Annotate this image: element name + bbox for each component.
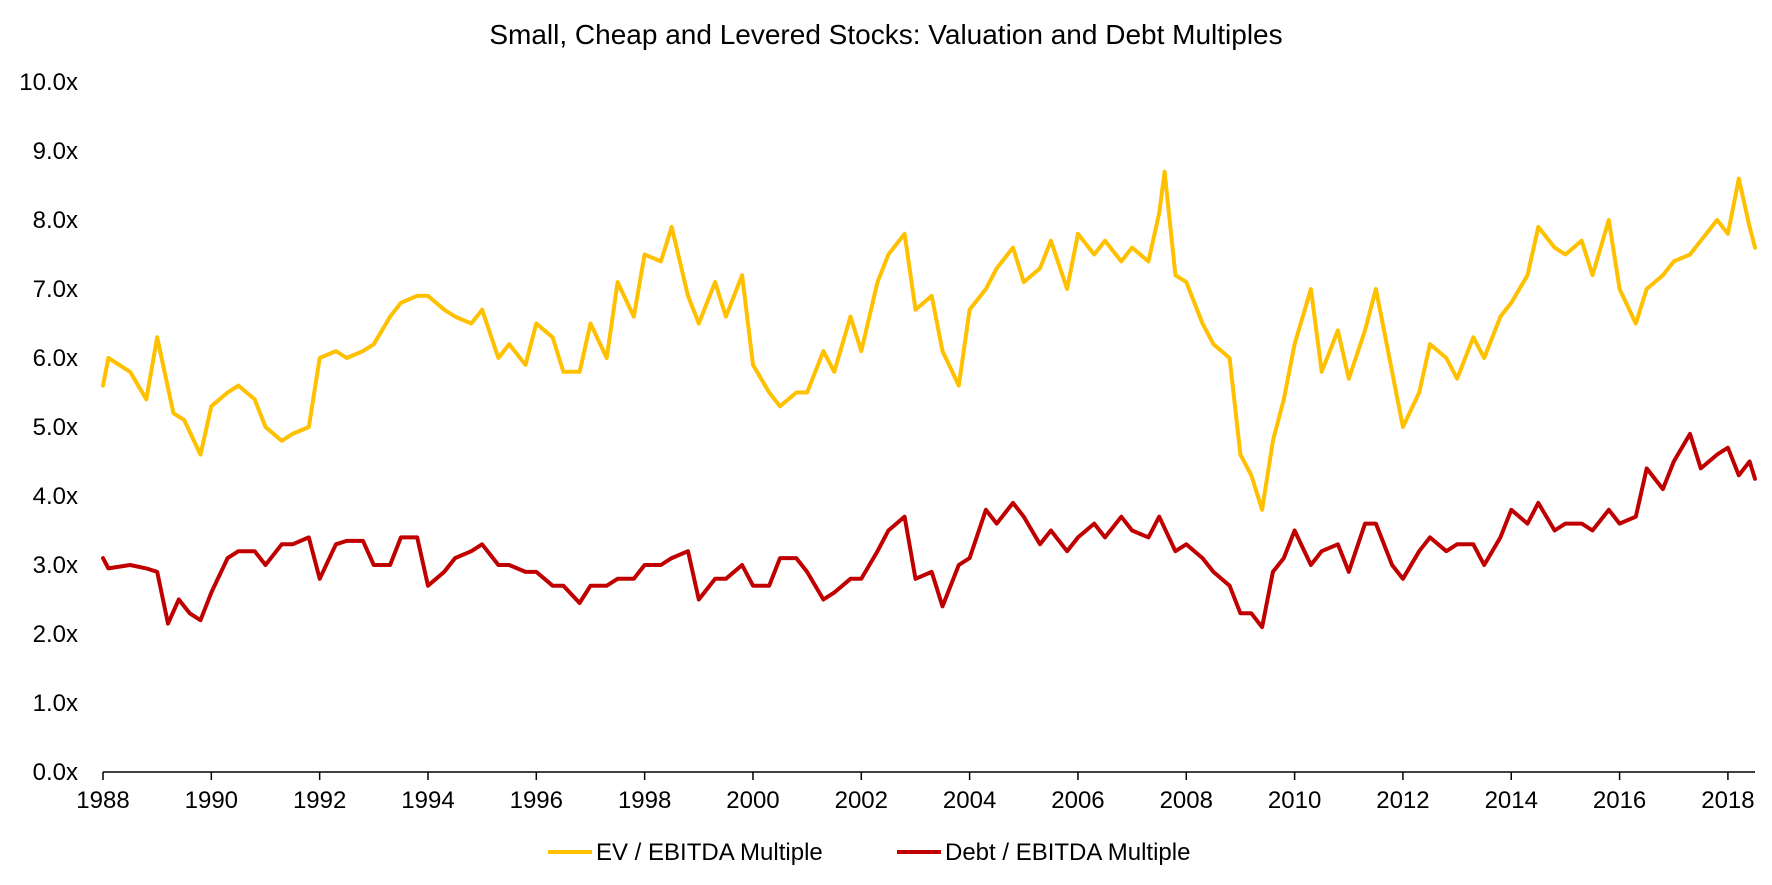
x-axis: 1988 1990 1992 1994 1996 1998 2000 2002 2004 2006… bbox=[76, 771, 1755, 814]
y-tick-label: 7.0x bbox=[33, 276, 78, 303]
x-tick-label: 2002 bbox=[835, 787, 888, 814]
x-tick-label: 1996 bbox=[510, 787, 563, 814]
legend: EV / EBITDA Multiple Debt / EBITDA Multip… bbox=[548, 839, 1190, 866]
x-tick-label: 2014 bbox=[1485, 787, 1538, 814]
x-tick-label: 2006 bbox=[1051, 787, 1104, 814]
legend-label: Debt / EBITDA Multiple bbox=[945, 839, 1190, 866]
y-axis: 0.0x 1.0x 2.0x 3.0x 4.0x 5.0x 6.0x 7.0x 8.0x 9.0x… bbox=[19, 69, 78, 786]
x-tick-label: 1988 bbox=[76, 787, 129, 814]
y-tick-label: 0.0x bbox=[33, 759, 78, 786]
y-tick-label: 8.0x bbox=[33, 207, 78, 234]
x-tick-label: 2018 bbox=[1701, 787, 1754, 814]
y-tick-label: 9.0x bbox=[33, 138, 78, 165]
legend-label: EV / EBITDA Multiple bbox=[596, 839, 823, 866]
series-line-ev-ebitda bbox=[101, 169, 1757, 512]
x-tick-label: 1994 bbox=[401, 787, 454, 814]
x-tick-label: 1990 bbox=[185, 787, 238, 814]
x-tick-label: 2000 bbox=[726, 787, 779, 814]
x-tick-label: 2008 bbox=[1160, 787, 1213, 814]
y-tick-label: 4.0x bbox=[33, 483, 78, 510]
x-tick-label: 2012 bbox=[1376, 787, 1429, 814]
x-tick-label: 1998 bbox=[618, 787, 671, 814]
y-tick-label: 1.0x bbox=[33, 690, 78, 717]
x-tick-label: 2016 bbox=[1593, 787, 1646, 814]
y-tick-label: 3.0x bbox=[33, 552, 78, 579]
y-tick-label: 2.0x bbox=[33, 621, 78, 648]
chart-title: Small, Cheap and Levered Stocks: Valuati… bbox=[489, 19, 1282, 50]
y-tick-label: 5.0x bbox=[33, 414, 78, 441]
y-tick-label: 6.0x bbox=[33, 345, 78, 372]
x-tick-label: 2010 bbox=[1268, 787, 1321, 814]
x-tick-label: 1992 bbox=[293, 787, 346, 814]
y-tick-label: 10.0x bbox=[19, 69, 78, 96]
series-layer bbox=[101, 169, 1757, 630]
series-line-debt-ebitda bbox=[101, 431, 1757, 630]
x-tick-label: 2004 bbox=[943, 787, 996, 814]
